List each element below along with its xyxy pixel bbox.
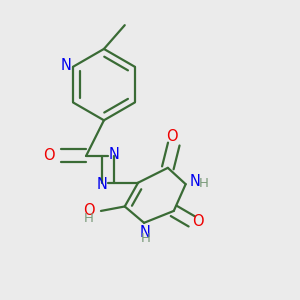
Text: N: N — [108, 147, 119, 162]
Text: H: H — [84, 212, 94, 225]
Text: O: O — [192, 214, 203, 229]
Text: N: N — [61, 58, 72, 74]
Text: N: N — [96, 177, 107, 192]
Text: N: N — [140, 225, 151, 240]
Text: N: N — [189, 174, 200, 189]
Text: H: H — [141, 232, 151, 245]
Text: O: O — [83, 202, 95, 217]
Text: O: O — [43, 148, 55, 164]
Text: H: H — [199, 177, 208, 190]
Text: O: O — [167, 129, 178, 144]
